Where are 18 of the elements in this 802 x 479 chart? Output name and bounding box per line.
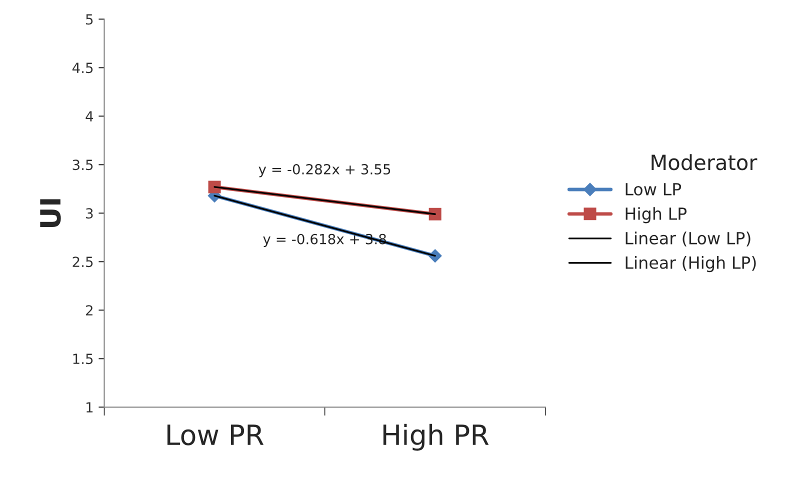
- annotation: y = -0.282x + 3.55: [258, 164, 390, 178]
- y-tick-label: 4.5: [72, 62, 93, 74]
- y-tick-label: 5: [86, 14, 93, 25]
- legend-title: Moderator: [652, 154, 758, 170]
- y-tick-label: 3: [86, 208, 93, 219]
- y-tick-label: 2: [86, 305, 92, 316]
- y-tick-label: 2.5: [72, 256, 93, 268]
- x-tick-label: High PR: [383, 424, 489, 451]
- y-tick-label: 4: [86, 111, 94, 122]
- legend-label: High LP: [626, 207, 687, 224]
- x-tick-label: Low PR: [167, 424, 264, 446]
- legend-label: Low LP: [626, 183, 682, 196]
- y-tick-label: 3.5: [72, 160, 93, 170]
- y-tick-label: 1: [86, 402, 93, 412]
- y-tick-label: 1.5: [73, 354, 93, 364]
- legend-label: Linear (Low LP): [626, 232, 750, 246]
- legend-label: Linear (High LP): [626, 256, 756, 272]
- y-axis-title: UI: [40, 199, 61, 228]
